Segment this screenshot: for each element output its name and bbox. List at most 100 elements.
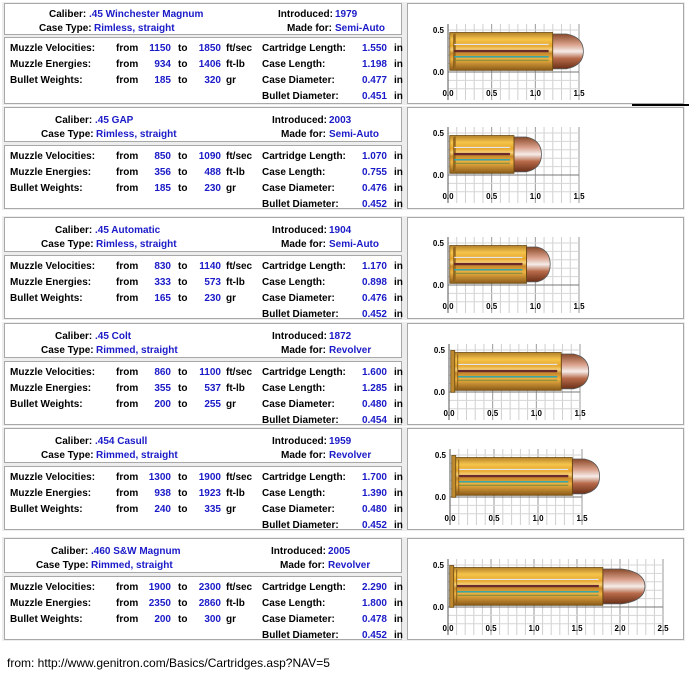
muzzle-velocity-to-label: to xyxy=(178,261,188,272)
muzzle-energy-label: Muzzle Energies: xyxy=(10,167,92,178)
made-for-value: Semi-Auto xyxy=(329,129,379,140)
muzzle-velocity-to-label: to xyxy=(178,472,188,483)
muzzle-velocity-to-label: to xyxy=(178,43,188,54)
muzzle-energy-max: 2860 xyxy=(198,598,221,609)
x-tick-label: 1.5 xyxy=(573,302,585,311)
muzzle-velocity-label: Muzzle Velocities: xyxy=(10,367,96,378)
x-tick-label: 1.5 xyxy=(574,409,586,418)
muzzle-energy-min: 333 xyxy=(154,277,171,288)
case-length-label: Case Length: xyxy=(262,488,326,499)
bullet-diameter-value: 0.454 xyxy=(361,415,387,426)
bullet-weight-max: 320 xyxy=(204,75,221,86)
introduced-value: 2005 xyxy=(328,546,351,557)
x-tick-label: 1.5 xyxy=(573,89,585,98)
made-for-value: Revolver xyxy=(329,450,372,461)
case-diameter-label: Case Diameter: xyxy=(262,183,335,194)
case-wall-stripe xyxy=(453,158,510,161)
muzzle-velocity-from-label: from xyxy=(116,151,139,162)
muzzle-energy-label: Muzzle Energies: xyxy=(10,488,92,499)
case-length-label: Case Length: xyxy=(262,59,326,70)
muzzle-velocity-label: Muzzle Velocities: xyxy=(10,43,96,54)
caliber-value: .454 Casull xyxy=(95,436,148,447)
muzzle-energy-to-label: to xyxy=(178,59,188,70)
caliber-value: .45 Winchester Magnum xyxy=(89,9,204,20)
muzzle-energy-to-label: to xyxy=(178,277,188,288)
bullet-diameter-unit: in xyxy=(394,309,403,320)
case-wall-stripe xyxy=(453,59,549,61)
introduced-label: Introduced: xyxy=(272,436,327,447)
case-diameter-value: 0.477 xyxy=(361,75,387,86)
muzzle-energy-unit: ft-lb xyxy=(226,59,245,70)
muzzle-velocity-unit: ft/sec xyxy=(226,472,253,483)
case-wall-stripe xyxy=(453,268,523,271)
y-tick-label: 0.0 xyxy=(433,171,445,180)
muzzle-energy-to-label: to xyxy=(178,488,188,499)
case-length-unit: in xyxy=(394,598,403,609)
bullet-weight-from-label: from xyxy=(116,75,139,86)
case-diameter-label: Case Diameter: xyxy=(262,75,335,86)
bullet-shape xyxy=(554,353,590,390)
muzzle-energy-to-label: to xyxy=(178,383,188,394)
case-wall-stripe xyxy=(453,152,510,156)
bullet-diameter-label: Bullet Diameter: xyxy=(262,520,339,531)
x-tick-label: 0.0 xyxy=(442,192,454,201)
case-length-label: Case Length: xyxy=(262,167,326,178)
cartridge-length-value: 1.600 xyxy=(361,367,387,378)
caliber-label: Caliber: xyxy=(55,225,93,236)
muzzle-energy-min: 938 xyxy=(154,488,171,499)
case-wall-stripe xyxy=(456,578,599,581)
x-tick-label: 1.5 xyxy=(571,624,583,633)
muzzle-energy-max: 537 xyxy=(204,383,221,394)
case-length-unit: in xyxy=(394,488,403,499)
bullet-diameter-label: Bullet Diameter: xyxy=(262,630,339,641)
case-wall-stripe xyxy=(453,162,510,164)
cartridge-diagram-svg: 0.0 0.5 1.0 1.5 0.0 0.5 xyxy=(433,237,585,313)
case-wall-stripe xyxy=(453,262,523,266)
muzzle-velocity-max: 1850 xyxy=(198,43,221,54)
cartridge-panel: Caliber: .45 GAP Case Type: Rimless, straig… xyxy=(2,106,685,210)
cartridge-length-unit: in xyxy=(394,151,403,162)
cartridge-diagram: 0.0 0.5 1.0 1.5 0.0 0.5 xyxy=(407,3,684,104)
case-length-label: Case Length: xyxy=(262,598,326,609)
case-wall-stripe xyxy=(457,369,558,373)
bullet-weight-min: 200 xyxy=(154,614,171,625)
cartridge-info: Caliber: .45 GAP Case Type: Rimless, straig… xyxy=(2,106,404,210)
introduced-label: Introduced: xyxy=(272,331,327,342)
muzzle-velocity-from-label: from xyxy=(116,582,139,593)
bullet-weight-to-label: to xyxy=(178,504,188,515)
x-tick-label: 0.5 xyxy=(487,409,499,418)
caliber-label: Caliber: xyxy=(49,9,87,20)
cartridge-diagram-svg: 0.0 0.5 1.0 1.5 0.0 0.5 xyxy=(433,24,585,100)
y-tick-label: 0.5 xyxy=(433,561,445,570)
muzzle-energy-max: 573 xyxy=(204,277,221,288)
muzzle-velocity-unit: ft/sec xyxy=(226,43,253,54)
case-type-value: Rimless, straight xyxy=(96,239,177,250)
bullet-shape xyxy=(507,136,542,173)
introduced-value: 1904 xyxy=(329,225,352,236)
cartridge-diagram-svg: 0.0 0.5 1.0 1.5 0.0 0.5 xyxy=(434,344,590,420)
case-length-unit: in xyxy=(394,383,403,394)
case-wall-stripe xyxy=(458,484,569,486)
muzzle-velocity-unit: ft/sec xyxy=(226,367,253,378)
cartridge-diagram-svg: 0.0 0.5 1.0 1.5 0.0 0.5 xyxy=(433,127,585,203)
made-for-label: Made for: xyxy=(281,129,326,140)
muzzle-energy-to-label: to xyxy=(178,598,188,609)
x-tick-label: 0.5 xyxy=(485,624,497,633)
muzzle-energy-label: Muzzle Energies: xyxy=(10,383,92,394)
x-tick-label: 0.0 xyxy=(442,624,454,633)
bullet-weight-to-label: to xyxy=(178,183,188,194)
muzzle-velocity-min: 1150 xyxy=(149,43,171,54)
case-type-value: Rimmed, straight xyxy=(96,345,178,356)
case-diameter-label: Case Diameter: xyxy=(262,614,335,625)
y-tick-label: 0.5 xyxy=(433,129,445,138)
y-tick-label: 0.5 xyxy=(433,239,445,248)
cartridge-length-unit: in xyxy=(394,261,403,272)
case-diameter-value: 0.476 xyxy=(361,183,387,194)
case-diameter-unit: in xyxy=(394,399,403,410)
y-tick-label: 0.5 xyxy=(435,451,447,460)
cartridge-drawing xyxy=(449,32,584,71)
cartridge-drawing xyxy=(450,350,590,393)
muzzle-energy-max: 1923 xyxy=(198,488,221,499)
x-tick-label: 0.0 xyxy=(442,302,454,311)
introduced-value: 2003 xyxy=(329,115,352,126)
